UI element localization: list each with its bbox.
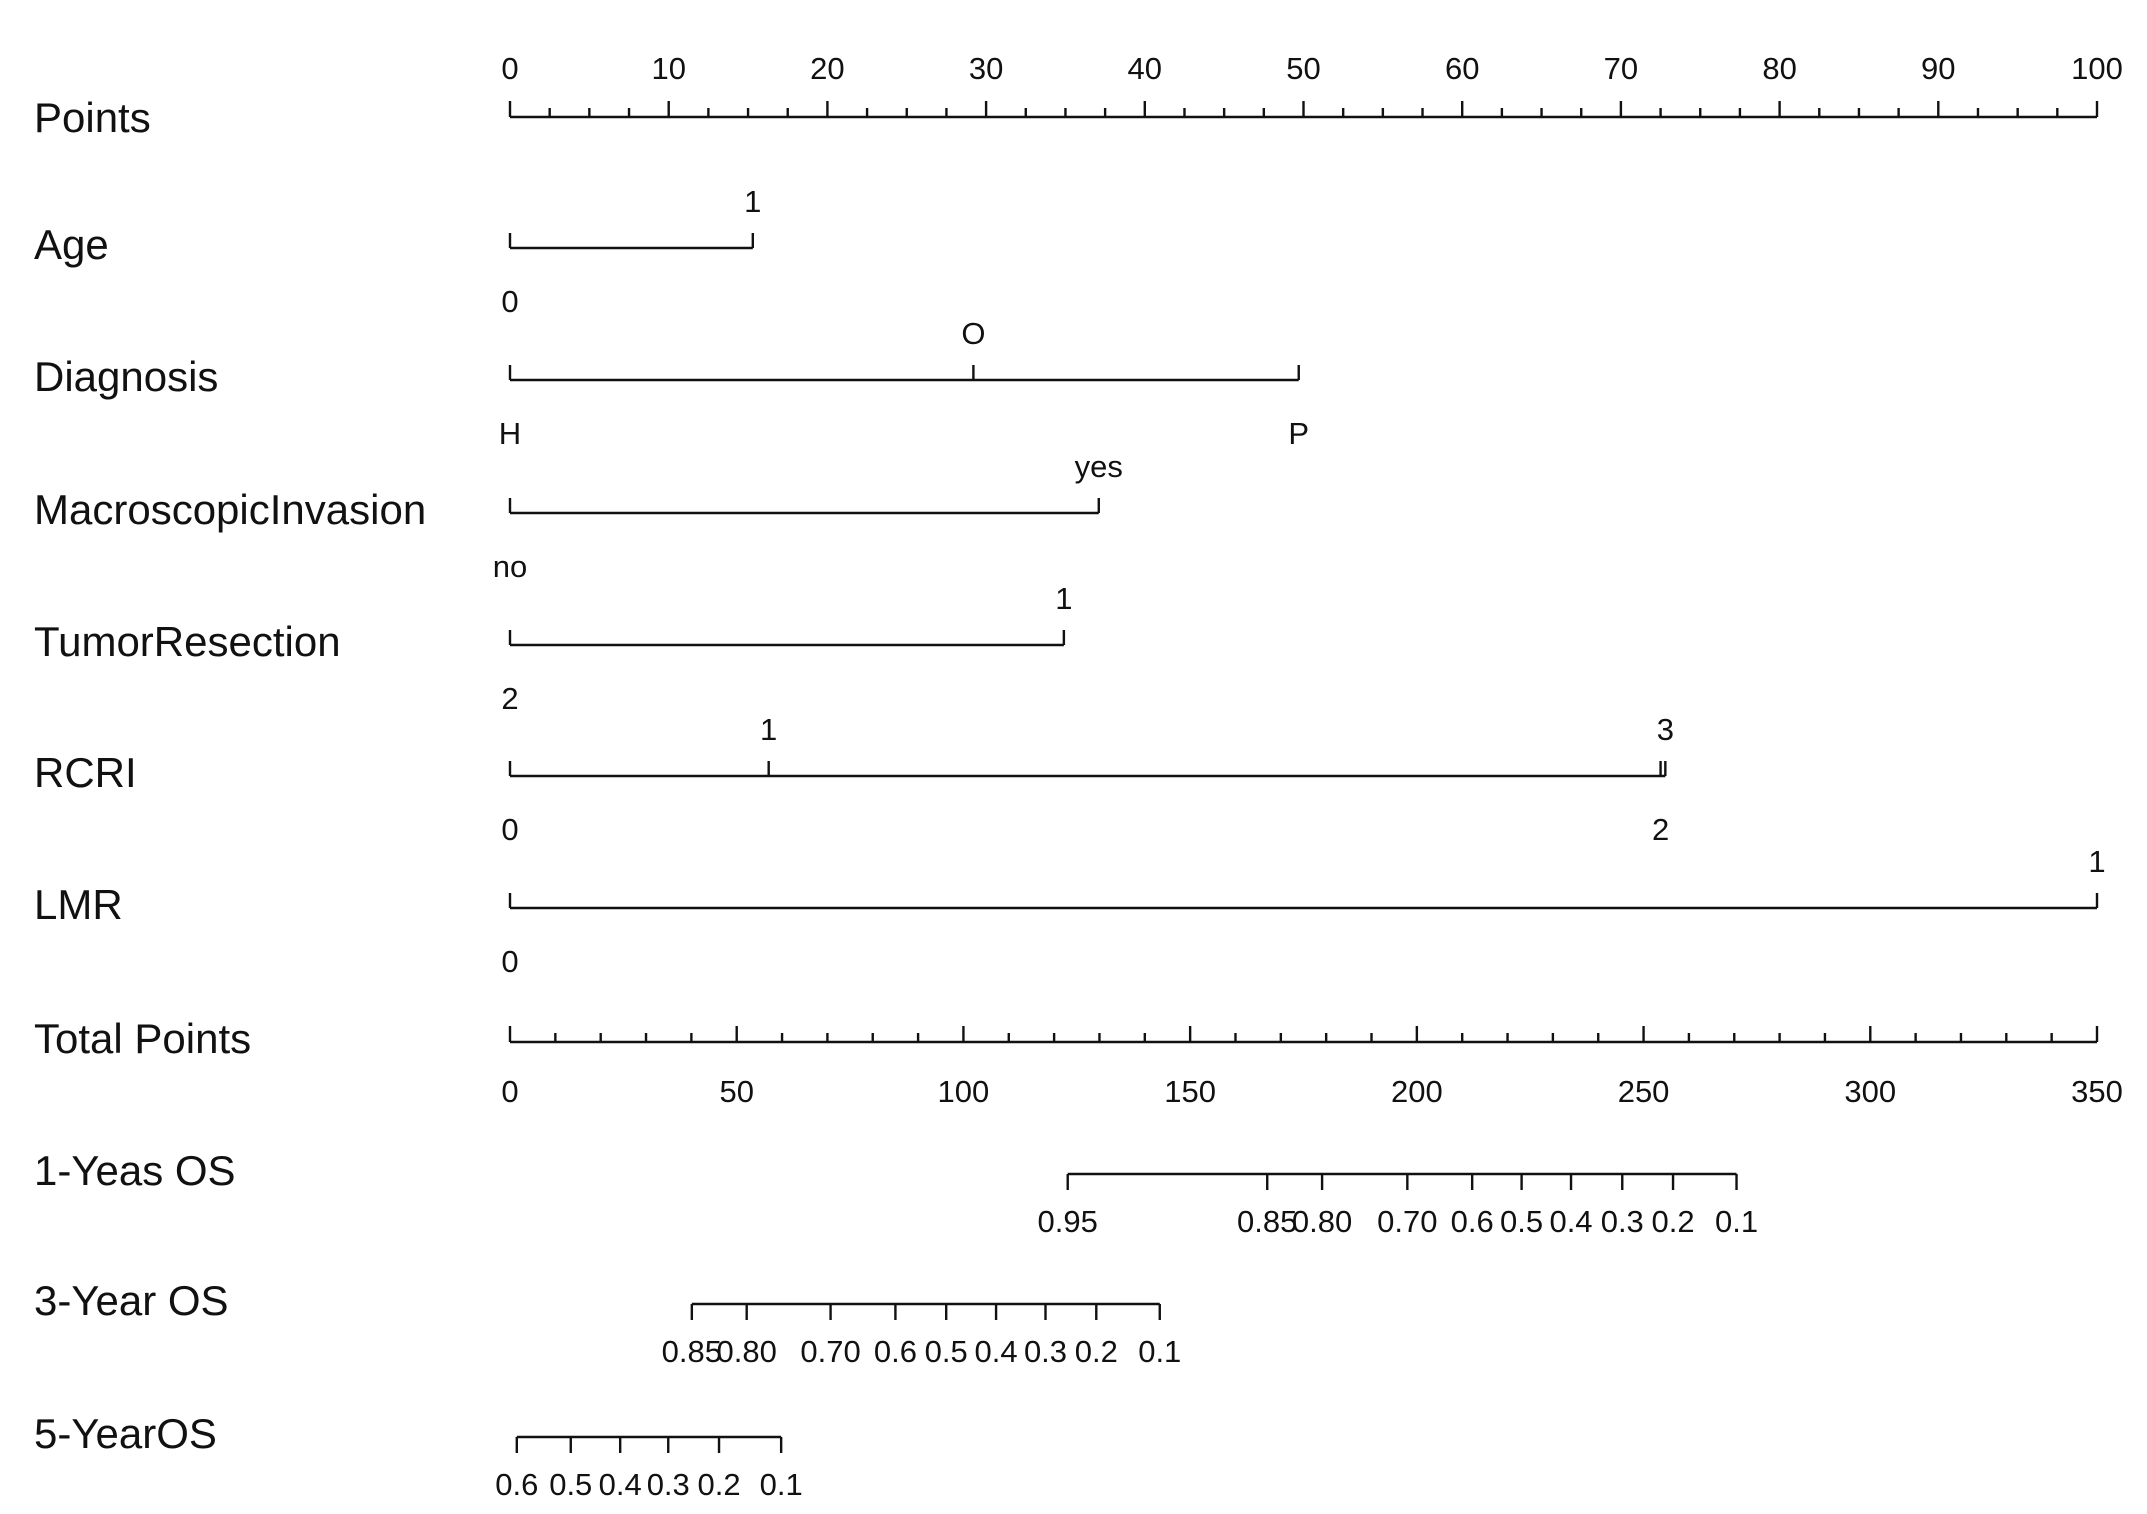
- prob-tick-label: 0.4: [975, 1334, 1018, 1369]
- level-label: P: [1288, 416, 1309, 451]
- prob-tick-label: 0.2: [1651, 1204, 1694, 1239]
- prob-tick-label: 0.85: [662, 1334, 722, 1369]
- level-label: 2: [501, 681, 518, 716]
- level-label: 0: [501, 944, 518, 979]
- level-label: 1: [744, 184, 761, 219]
- prob-tick-label: 0.6: [1451, 1204, 1494, 1239]
- prob-tick-label: 0.95: [1038, 1204, 1098, 1239]
- tick-label: 300: [1844, 1074, 1896, 1109]
- tick-label: 0: [501, 1074, 518, 1109]
- row-label: Diagnosis: [34, 353, 218, 400]
- tick-label: 90: [1921, 51, 1955, 86]
- level-label: 0: [501, 812, 518, 847]
- prob-tick-label: 0.70: [800, 1334, 860, 1369]
- level-label: 1: [760, 712, 777, 747]
- level-label: no: [493, 549, 527, 584]
- tick-label: 50: [719, 1074, 753, 1109]
- tick-label: 70: [1604, 51, 1638, 86]
- tick-label: 250: [1618, 1074, 1670, 1109]
- prob-tick-label: 0.2: [697, 1467, 740, 1502]
- prob-tick-label: 0.80: [1292, 1204, 1352, 1239]
- tick-label: 60: [1445, 51, 1479, 86]
- tick-label: 50: [1286, 51, 1320, 86]
- row-label: Points: [34, 94, 151, 141]
- tick-label: 0: [501, 51, 518, 86]
- prob-tick-label: 0.3: [647, 1467, 690, 1502]
- row-label: Age: [34, 221, 109, 268]
- tick-label: 30: [969, 51, 1003, 86]
- tick-label: 350: [2071, 1074, 2123, 1109]
- tick-label: 40: [1128, 51, 1162, 86]
- prob-tick-label: 0.6: [874, 1334, 917, 1369]
- level-label: O: [961, 316, 985, 351]
- prob-tick-label: 0.1: [760, 1467, 803, 1502]
- tick-label: 150: [1164, 1074, 1216, 1109]
- prob-tick-label: 0.1: [1715, 1204, 1758, 1239]
- row-label: TumorResection: [34, 618, 341, 665]
- prob-tick-label: 0.3: [1024, 1334, 1067, 1369]
- prob-tick-label: 0.85: [1237, 1204, 1297, 1239]
- level-label: 0: [501, 284, 518, 319]
- row-label: Total Points: [34, 1015, 251, 1062]
- level-label: yes: [1075, 449, 1123, 484]
- prob-tick-label: 0.4: [1549, 1204, 1592, 1239]
- tick-label: 80: [1762, 51, 1796, 86]
- tick-label: 10: [651, 51, 685, 86]
- prob-tick-label: 0.5: [925, 1334, 968, 1369]
- row-label: 5-YearOS: [34, 1410, 217, 1457]
- level-label: 1: [1055, 581, 1072, 616]
- tick-label: 20: [810, 51, 844, 86]
- prob-tick-label: 0.2: [1075, 1334, 1118, 1369]
- level-label: H: [499, 416, 521, 451]
- prob-tick-label: 0.5: [549, 1467, 592, 1502]
- row-label: RCRI: [34, 749, 137, 796]
- level-label: 3: [1657, 712, 1674, 747]
- prob-tick-label: 0.6: [495, 1467, 538, 1502]
- prob-tick-label: 0.3: [1601, 1204, 1644, 1239]
- tick-label: 100: [938, 1074, 990, 1109]
- prob-tick-label: 0.4: [599, 1467, 642, 1502]
- prob-tick-label: 0.80: [717, 1334, 777, 1369]
- row-label: MacroscopicInvasion: [34, 486, 426, 533]
- prob-tick-label: 0.1: [1138, 1334, 1181, 1369]
- level-label: 2: [1652, 812, 1669, 847]
- prob-tick-label: 0.70: [1377, 1204, 1437, 1239]
- tick-label: 200: [1391, 1074, 1443, 1109]
- row-label: 1-Yeas OS: [34, 1147, 236, 1194]
- level-label: 1: [2088, 844, 2105, 879]
- tick-label: 100: [2071, 51, 2123, 86]
- row-label: LMR: [34, 881, 123, 928]
- prob-tick-label: 0.5: [1500, 1204, 1543, 1239]
- row-label: 3-Year OS: [34, 1277, 229, 1324]
